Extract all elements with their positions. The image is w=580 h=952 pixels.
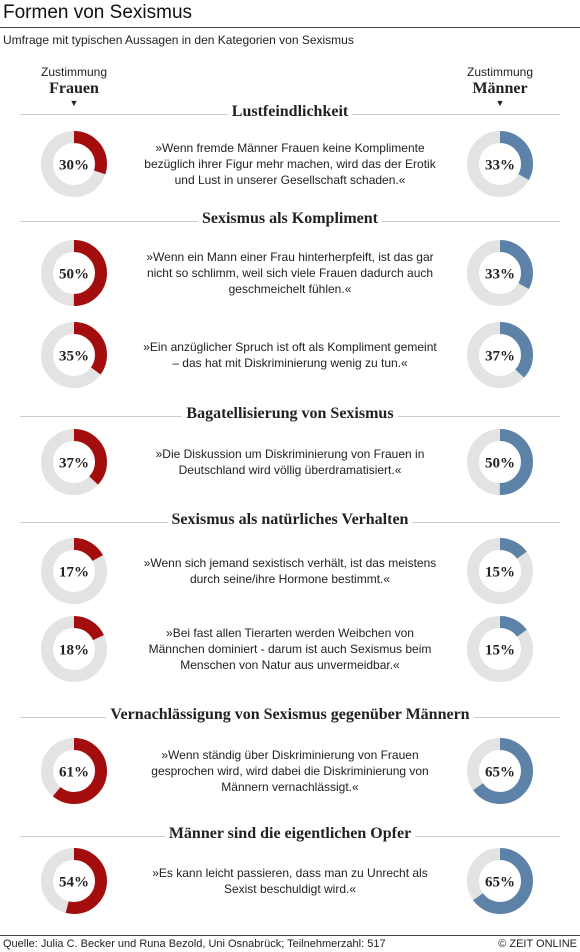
statement-text: »Es kann leicht passieren, dass man zu U…	[152, 866, 428, 896]
donut-women-label: 54%	[59, 875, 89, 891]
donut-men-arc	[467, 131, 533, 197]
donut-women-label: 35%	[59, 349, 89, 365]
title-divider	[0, 27, 580, 28]
donut-women-arc	[41, 131, 107, 197]
donut-men: 33%	[467, 131, 533, 197]
donut-women: 35%	[41, 322, 107, 388]
column-header-women-group: Frauen	[49, 80, 99, 97]
column-header-men-label: Zustimmung	[466, 65, 534, 79]
donut-men: 37%	[467, 322, 533, 388]
donut-men-label: 65%	[485, 875, 515, 891]
donut-men: 65%	[467, 738, 533, 804]
donut-women: 18%	[41, 616, 107, 682]
category-title-text: Männer sind die eigentlichen Opfer	[164, 825, 416, 842]
donut-men: 50%	[467, 429, 533, 495]
donut-women-arc	[41, 240, 107, 306]
donut-men-label: 65%	[485, 765, 515, 781]
chart-title: Formen von Sexismus	[3, 2, 193, 23]
donut-men: 15%	[467, 538, 533, 604]
statement-text: »Wenn sich jemand sexistisch verhält, is…	[143, 556, 437, 586]
donut-men-label: 50%	[485, 456, 515, 472]
donut-women: 37%	[41, 429, 107, 495]
column-header-men: Zustimmung Männer ▼	[445, 65, 555, 108]
donut-men: 15%	[467, 616, 533, 682]
donut-women-arc	[41, 538, 107, 604]
statement-text: »Wenn ein Mann einer Frau hinterherpfeif…	[146, 250, 434, 296]
statement-text: »Wenn ständig über Diskriminierung von F…	[151, 748, 429, 794]
category-title: Vernachlässigung von Sexismus gegenüber …	[0, 706, 580, 724]
category-title-text: Vernachlässigung von Sexismus gegenüber …	[106, 706, 474, 723]
donut-women: 50%	[41, 240, 107, 306]
donut-men: 65%	[467, 848, 533, 914]
arrow-down-icon: ▼	[69, 98, 79, 108]
donut-men: 33%	[467, 240, 533, 306]
column-header-men-group: Männer	[472, 80, 528, 97]
category-title: Sexismus als Kompliment	[0, 210, 580, 228]
donut-men-arc	[467, 848, 533, 914]
donut-women: 17%	[41, 538, 107, 604]
donut-women: 30%	[41, 131, 107, 197]
donut-women-label: 61%	[59, 765, 89, 781]
statement-text: »Die Diskussion um Diskriminierung von F…	[155, 447, 425, 477]
category-title: Bagatellisierung von Sexismus	[0, 405, 580, 423]
donut-men-label: 37%	[485, 349, 515, 365]
donut-men-label: 33%	[485, 267, 515, 283]
publisher-credit: © ZEIT ONLINE	[498, 938, 577, 950]
donut-women-label: 18%	[59, 643, 89, 659]
donut-women: 61%	[41, 738, 107, 804]
chart-subtitle: Umfrage mit typischen Aussagen in den Ka…	[3, 33, 354, 47]
donut-men-arc	[467, 616, 533, 682]
category-title: Lustfeindlichkeit	[0, 103, 580, 121]
statement-text: »Ein anzüglicher Spruch ist oft als Komp…	[143, 340, 437, 370]
column-header-women: Zustimmung Frauen ▼	[19, 65, 129, 108]
category-title: Sexismus als natürliches Verhalten	[0, 511, 580, 529]
statement-text: »Wenn fremde Männer Frauen keine Komplim…	[144, 141, 436, 187]
donut-women-arc	[41, 322, 107, 388]
donut-men-arc	[467, 322, 533, 388]
column-header-women-label: Zustimmung	[40, 65, 108, 79]
donut-women-label: 50%	[59, 267, 89, 283]
donut-men-label: 33%	[485, 158, 515, 174]
category-title-text: Lustfeindlichkeit	[227, 103, 353, 120]
donut-women-arc	[41, 848, 107, 914]
donut-women-label: 37%	[59, 456, 89, 472]
category-title: Männer sind die eigentlichen Opfer	[0, 825, 580, 843]
donut-men-label: 15%	[485, 643, 515, 659]
donut-women-arc	[41, 616, 107, 682]
donut-men-label: 15%	[485, 565, 515, 581]
donut-men-arc	[467, 538, 533, 604]
donut-women-label: 30%	[59, 158, 89, 174]
footer-divider	[0, 935, 580, 936]
statement-text: »Bei fast allen Tierarten werden Weibche…	[148, 626, 432, 672]
donut-women: 54%	[41, 848, 107, 914]
donut-men-arc	[467, 738, 533, 804]
category-title-text: Sexismus als Kompliment	[197, 210, 382, 227]
donut-men-arc	[467, 240, 533, 306]
donut-women-label: 17%	[59, 565, 89, 581]
category-title-text: Bagatellisierung von Sexismus	[182, 405, 398, 422]
donut-men-arc	[467, 429, 533, 495]
source-note: Quelle: Julia C. Becker und Runa Bezold,…	[3, 938, 386, 950]
donut-women-arc	[41, 429, 107, 495]
arrow-down-icon: ▼	[495, 98, 505, 108]
category-title-text: Sexismus als natürliches Verhalten	[167, 511, 413, 528]
donut-women-arc	[41, 738, 107, 804]
